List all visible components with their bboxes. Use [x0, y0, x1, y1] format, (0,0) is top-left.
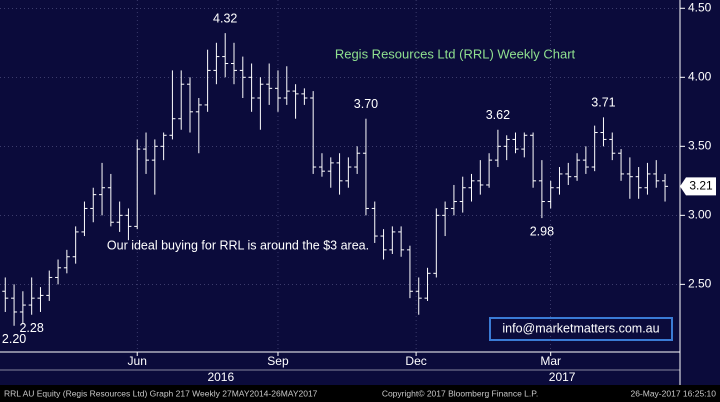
y-tick-label: 3.00: [688, 208, 712, 222]
price-annotation: 2.20: [2, 332, 26, 346]
footer-right: 26-May-2017 16:25:10: [630, 388, 716, 398]
price-annotation: 3.70: [354, 97, 378, 111]
x-tick-label: Mar: [540, 354, 561, 368]
footer-bar: [0, 385, 720, 402]
x-tick-label: Dec: [405, 354, 426, 368]
price-annotation: 3.71: [591, 96, 615, 110]
last-price-label: 3.21: [689, 179, 713, 193]
last-price-tag: [680, 177, 716, 196]
link-box: [489, 317, 673, 341]
chart-title: Regis Resources Ltd (RRL) Weekly Chart: [335, 46, 576, 61]
link-text[interactable]: info@marketmatters.com.au: [502, 321, 659, 335]
x-tick-label: Jun: [128, 354, 147, 368]
annotation-note: Our ideal buying for RRL is around the $…: [107, 238, 369, 252]
y-tick-label: 4.00: [688, 69, 712, 83]
footer-center: Copyright© 2017 Bloomberg Finance L.P.: [382, 388, 538, 398]
y-tick-label: 3.50: [688, 138, 712, 152]
y-tick-label: 4.50: [688, 0, 712, 14]
price-annotation: 2.98: [530, 224, 554, 238]
price-annotation: 4.32: [213, 11, 237, 25]
price-annotation: 3.62: [486, 108, 510, 122]
y-tick-label: 2.50: [688, 277, 712, 291]
price-annotation: 2.28: [19, 321, 43, 335]
year-label: 2017: [549, 370, 576, 384]
year-label: 2016: [207, 370, 234, 384]
x-tick-label: Sep: [267, 354, 289, 368]
footer-left: RRL AU Equity (Regis Resources Ltd) Grap…: [4, 388, 318, 398]
